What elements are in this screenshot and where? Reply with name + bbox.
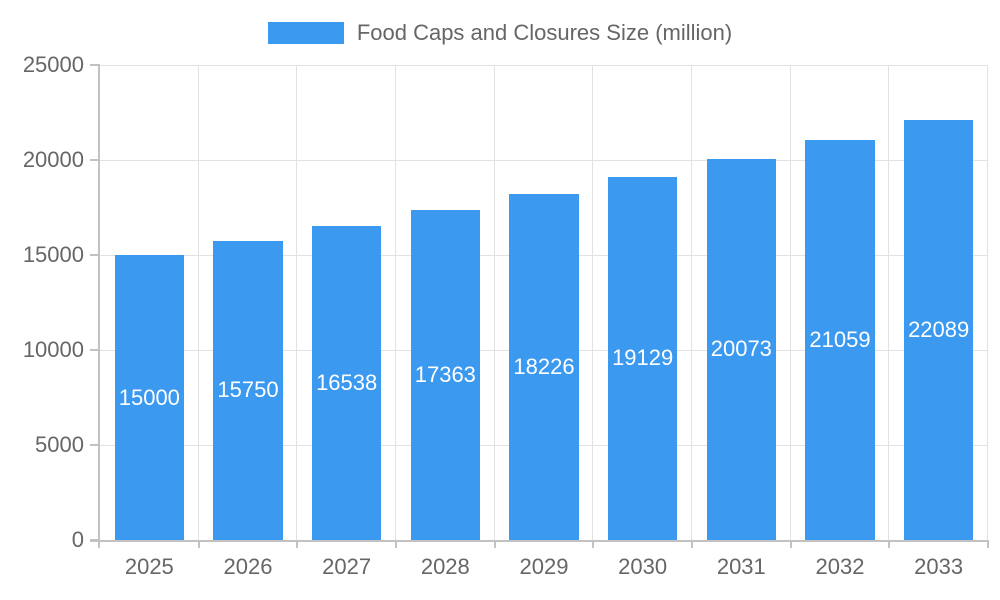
vertical-gridline: [197, 65, 199, 540]
x-axis: 2025 2026 2027 2028 2029 2030 2031 2032 2033: [100, 554, 988, 584]
x-tick-label: 2028: [420, 554, 470, 579]
vertical-gridline: [296, 65, 298, 540]
y-tick-label: 15000: [22, 242, 84, 267]
vertical-gridline: [690, 65, 692, 540]
legend-label: Food Caps and Closures Size (million): [356, 20, 733, 45]
x-tick-label: 2025: [124, 554, 174, 579]
y-tick-mark: [90, 444, 100, 446]
bar-2031: 20073: [706, 158, 776, 540]
y-tick-label: 20000: [22, 147, 84, 172]
horizontal-gridline: [100, 65, 988, 66]
y-tick-mark: [90, 539, 100, 541]
x-tick-label: 2027: [322, 554, 372, 579]
bar-value-label: 20073: [710, 336, 772, 362]
y-tick-mark: [90, 254, 100, 256]
bar-value-label: 19129: [612, 345, 674, 371]
plot-area: 15000 15750 16538 17363 18226 19129 20073 21059…: [90, 64, 989, 548]
y-tick-mark: [90, 159, 100, 161]
vertical-gridline: [394, 65, 396, 540]
vertical-gridline: [592, 65, 594, 540]
bar-value-label: 17363: [414, 362, 476, 388]
bar-value-label: 15000: [118, 384, 180, 410]
legend-swatch: [267, 22, 344, 44]
vertical-gridline: [493, 65, 495, 540]
vertical-gridline: [987, 65, 988, 540]
vertical-gridline: [888, 65, 890, 540]
x-tick-mark: [888, 540, 891, 548]
legend: Food Caps and Closures Size (million): [0, 20, 1000, 46]
x-tick-mark: [987, 540, 989, 548]
y-tick-label: 5000: [35, 432, 84, 457]
y-tick-label: 25000: [22, 52, 84, 77]
x-tick-label: 2026: [223, 554, 273, 579]
bar-2025: 15000: [114, 255, 184, 540]
bar-2028: 17363: [410, 210, 480, 540]
bar-value-label: 16538: [316, 369, 378, 395]
bar-2026: 15750: [213, 240, 283, 540]
x-tick-label: 2030: [618, 554, 668, 579]
x-tick-mark: [394, 540, 397, 548]
horizontal-gridline: [100, 160, 988, 161]
y-axis: 0 5000 10000 15000 20000 25000: [0, 53, 84, 552]
x-tick-label: 2033: [914, 554, 964, 579]
x-tick-mark: [197, 540, 200, 548]
x-axis-baseline: [90, 540, 988, 542]
x-tick-mark: [789, 540, 792, 548]
x-tick-mark: [493, 540, 496, 548]
x-tick-label: 2032: [815, 554, 865, 579]
bar-value-label: 15750: [217, 377, 279, 403]
x-tick-mark: [296, 540, 299, 548]
y-tick-mark: [90, 349, 100, 351]
y-axis-line: [98, 65, 100, 548]
x-tick-label: 2029: [519, 554, 569, 579]
x-tick-mark: [592, 540, 595, 548]
bar-value-label: 18226: [513, 353, 575, 379]
bar-2032: 21059: [805, 139, 875, 540]
bar-2033: 22089: [904, 120, 974, 540]
bar-value-label: 22089: [908, 317, 970, 343]
x-tick-mark: [690, 540, 693, 548]
y-tick-label: 0: [71, 527, 84, 552]
bar-2029: 18226: [509, 193, 579, 540]
x-tick-label: 2031: [716, 554, 766, 579]
y-tick-mark: [90, 64, 100, 66]
bar-2027: 16538: [312, 225, 382, 540]
bar-2030: 19129: [608, 176, 678, 540]
vertical-gridline: [789, 65, 791, 540]
bar-value-label: 21059: [809, 326, 871, 352]
y-tick-label: 10000: [22, 337, 84, 362]
